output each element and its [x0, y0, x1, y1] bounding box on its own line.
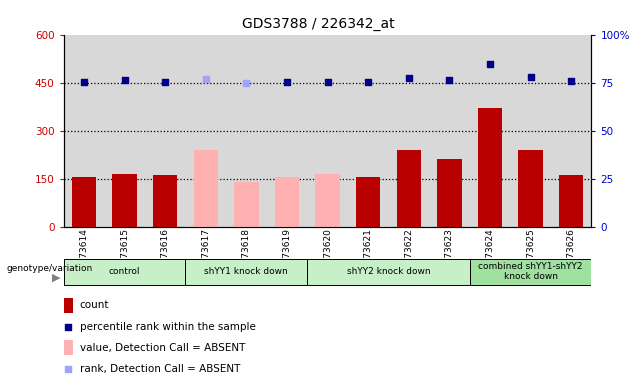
Bar [315, 174, 340, 227]
Bar [193, 150, 218, 227]
Point [445, 77, 455, 83]
Point [363, 79, 373, 85]
Text: genotype/variation: genotype/variation [6, 264, 93, 273]
Bar [72, 177, 96, 227]
Point [160, 79, 170, 85]
Point [566, 78, 576, 84]
Bar [397, 150, 421, 227]
Point [282, 79, 292, 85]
Point [241, 80, 251, 86]
Bar [64, 259, 186, 285]
Text: ▶: ▶ [52, 272, 60, 283]
Bar [234, 182, 258, 227]
Bar [64, 298, 73, 313]
Point [404, 75, 414, 81]
Point [485, 61, 495, 67]
Bar [559, 175, 583, 227]
Bar [64, 340, 73, 355]
Bar [518, 150, 543, 227]
Point [120, 77, 130, 83]
Bar [356, 177, 380, 227]
Text: control: control [109, 267, 141, 276]
Bar [153, 175, 177, 227]
Bar [478, 108, 502, 227]
Text: rank, Detection Call = ABSENT: rank, Detection Call = ABSENT [80, 364, 240, 374]
Bar [469, 259, 591, 285]
Text: count: count [80, 300, 109, 310]
Text: value, Detection Call = ABSENT: value, Detection Call = ABSENT [80, 343, 245, 353]
Bar [437, 159, 462, 227]
Point [200, 76, 211, 82]
Bar [113, 174, 137, 227]
Point [373, 231, 384, 237]
Text: shYY2 knock down: shYY2 knock down [347, 267, 431, 276]
Point [79, 79, 89, 85]
Text: combined shYY1-shYY2
knock down: combined shYY1-shYY2 knock down [478, 262, 583, 281]
Text: GDS3788 / 226342_at: GDS3788 / 226342_at [242, 17, 394, 31]
Point [525, 74, 536, 81]
Point [322, 79, 333, 85]
Bar [186, 259, 307, 285]
Bar [275, 177, 299, 227]
Bar [307, 259, 469, 285]
Text: shYY1 knock down: shYY1 knock down [204, 267, 288, 276]
Text: percentile rank within the sample: percentile rank within the sample [80, 321, 256, 331]
